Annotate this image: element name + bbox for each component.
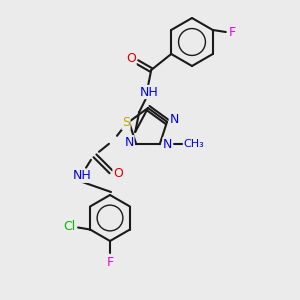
Text: NH: NH: [73, 169, 92, 182]
Text: NH: NH: [140, 85, 159, 98]
Text: F: F: [229, 26, 236, 38]
Text: O: O: [126, 52, 136, 65]
Text: N: N: [169, 113, 179, 126]
Text: N: N: [163, 138, 172, 151]
Text: Cl: Cl: [63, 220, 75, 233]
Text: F: F: [106, 256, 114, 268]
Text: S: S: [122, 116, 130, 129]
Text: N: N: [124, 136, 134, 149]
Text: CH₃: CH₃: [183, 139, 204, 149]
Text: O: O: [113, 167, 123, 180]
